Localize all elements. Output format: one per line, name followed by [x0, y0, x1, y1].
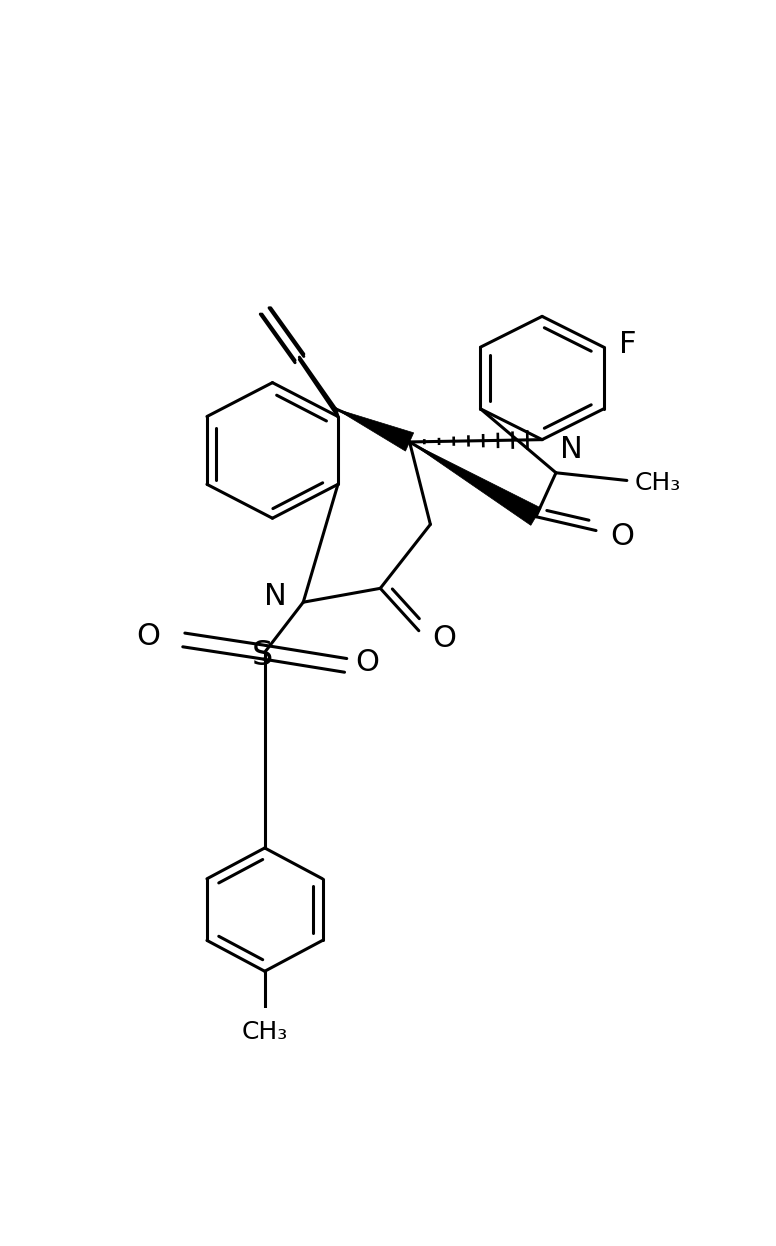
- Text: O: O: [137, 622, 161, 652]
- Text: N: N: [559, 435, 583, 464]
- Text: O: O: [610, 522, 634, 551]
- Polygon shape: [335, 409, 414, 451]
- Text: O: O: [433, 624, 457, 653]
- Text: F: F: [619, 330, 636, 359]
- Text: O: O: [355, 648, 379, 677]
- Text: CH₃: CH₃: [635, 471, 681, 495]
- Text: CH₃: CH₃: [241, 1019, 288, 1044]
- Text: S: S: [251, 639, 273, 672]
- Polygon shape: [410, 442, 541, 526]
- Text: N: N: [264, 582, 286, 611]
